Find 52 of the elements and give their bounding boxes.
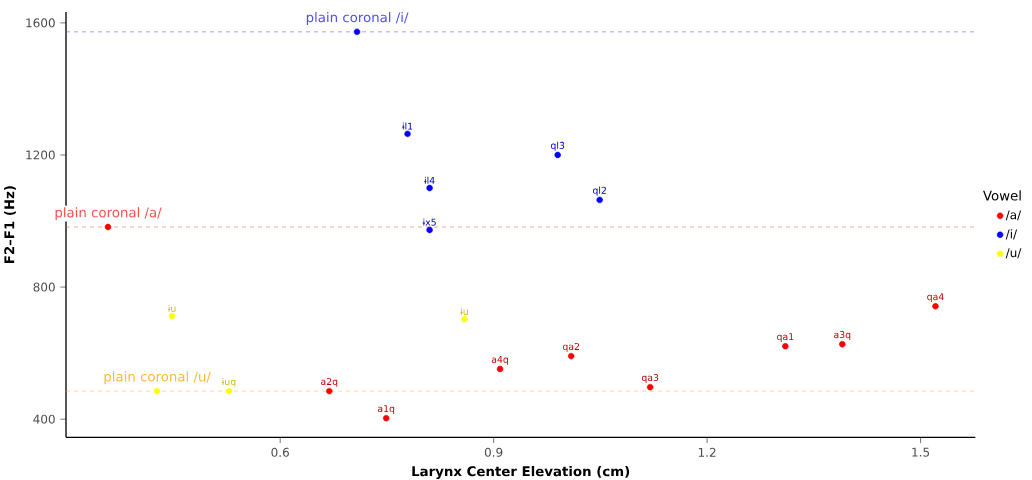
data-label: qa2 — [562, 342, 580, 352]
data-label: ɨx5 — [422, 218, 436, 226]
point — [168, 312, 176, 320]
data-label: a4q — [491, 355, 508, 365]
y-tick-label: 1600 — [26, 18, 55, 28]
point — [426, 184, 433, 192]
y-tick-label: 400 — [33, 414, 55, 424]
data-label: qa3 — [641, 374, 659, 383]
legend-label: /i/ — [1005, 229, 1018, 240]
point — [567, 352, 575, 360]
data-label: a1q — [377, 405, 395, 414]
data-label: ɨu — [460, 307, 468, 315]
y-tick-label: 800 — [33, 282, 55, 292]
point — [839, 341, 846, 348]
point — [153, 387, 161, 395]
point — [461, 315, 468, 323]
point — [932, 303, 939, 310]
x-tick-label: 0.9 — [484, 447, 503, 457]
point — [353, 28, 361, 36]
point — [404, 130, 411, 138]
point — [646, 383, 654, 391]
point — [382, 414, 390, 422]
x-tick-label: 1.5 — [912, 447, 930, 457]
legend-label: /u/ — [1005, 248, 1022, 259]
x-axis-title: Larynx Center Elevation (cm) — [412, 465, 630, 479]
data-label: ɨu — [167, 304, 176, 312]
data-label: ql2 — [592, 186, 606, 196]
data-label: ql3 — [550, 141, 565, 151]
point — [225, 387, 233, 395]
annotation: plain coronal /i/ — [306, 11, 409, 25]
data-label: ɨl4 — [424, 176, 435, 184]
data-label: ɨl1 — [402, 122, 413, 130]
legend-label: /a/ — [1005, 210, 1022, 221]
legend-title: Vowel — [983, 190, 1021, 201]
data-label: ɨuq — [221, 377, 236, 387]
point — [782, 342, 789, 350]
annotation: plain coronal /a/ — [55, 207, 162, 221]
annotation: plain coronal /u/ — [104, 371, 211, 385]
point — [596, 196, 603, 204]
point — [104, 223, 112, 231]
data-label: a3q — [834, 331, 851, 340]
point — [426, 226, 433, 234]
x-tick-label: 0.6 — [271, 447, 289, 457]
point — [496, 365, 504, 373]
point — [326, 387, 333, 395]
y-tick-label: 1200 — [26, 150, 55, 160]
point — [554, 151, 561, 159]
y-axis-title: F2–F1 (Hz) — [4, 186, 16, 264]
data-label: qa1 — [777, 333, 794, 342]
data-label: a2q — [321, 377, 338, 387]
x-tick-label: 1.2 — [698, 447, 716, 457]
data-label: qa4 — [927, 293, 944, 302]
